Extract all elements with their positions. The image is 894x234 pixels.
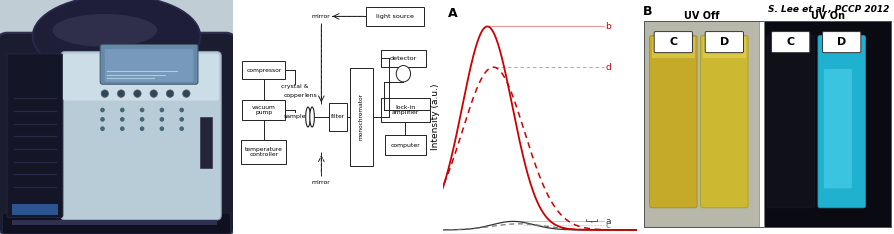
FancyBboxPatch shape	[105, 49, 193, 82]
Text: b: b	[605, 22, 611, 31]
Text: D: D	[720, 37, 729, 47]
FancyBboxPatch shape	[242, 100, 285, 120]
Circle shape	[180, 108, 184, 112]
FancyBboxPatch shape	[767, 36, 814, 208]
Circle shape	[159, 108, 164, 112]
Circle shape	[139, 117, 145, 122]
FancyBboxPatch shape	[654, 32, 693, 53]
FancyBboxPatch shape	[385, 135, 426, 155]
Text: D: D	[837, 37, 847, 47]
FancyBboxPatch shape	[705, 32, 744, 53]
Text: detector: detector	[390, 56, 417, 61]
Y-axis label: Intensity (a.u.): Intensity (a.u.)	[431, 84, 440, 150]
Bar	[644, 21, 759, 227]
Text: sample: sample	[283, 114, 306, 120]
FancyBboxPatch shape	[350, 68, 373, 166]
Circle shape	[180, 126, 184, 131]
Text: lock-in
amplifier: lock-in amplifier	[392, 105, 419, 115]
Circle shape	[100, 117, 105, 122]
FancyBboxPatch shape	[381, 50, 426, 67]
Text: A: A	[449, 7, 458, 20]
Text: UV Off: UV Off	[684, 11, 719, 21]
Bar	[763, 21, 891, 227]
Circle shape	[120, 126, 124, 131]
FancyBboxPatch shape	[650, 36, 697, 208]
Circle shape	[182, 90, 190, 97]
Text: C: C	[670, 37, 678, 47]
FancyBboxPatch shape	[63, 54, 219, 101]
Ellipse shape	[32, 0, 200, 77]
Bar	[12, 220, 216, 225]
FancyBboxPatch shape	[822, 32, 861, 53]
Text: S. Lee et al., PCCP 2012: S. Lee et al., PCCP 2012	[768, 5, 889, 14]
Text: d: d	[605, 63, 611, 72]
Text: monochromator: monochromator	[358, 94, 364, 140]
Circle shape	[166, 90, 173, 97]
Circle shape	[150, 90, 157, 97]
Text: mirror: mirror	[312, 180, 331, 185]
Text: vacuum
pump: vacuum pump	[252, 105, 276, 115]
FancyBboxPatch shape	[241, 140, 286, 164]
FancyBboxPatch shape	[381, 98, 430, 122]
Bar	[644, 21, 891, 227]
Circle shape	[180, 117, 184, 122]
Text: compressor: compressor	[246, 68, 282, 73]
Circle shape	[101, 90, 108, 97]
FancyBboxPatch shape	[100, 44, 198, 84]
Circle shape	[159, 126, 164, 131]
FancyBboxPatch shape	[242, 61, 285, 79]
Text: UV On: UV On	[811, 11, 845, 21]
Circle shape	[139, 126, 145, 131]
Bar	[200, 117, 212, 168]
Text: C: C	[787, 37, 795, 47]
FancyBboxPatch shape	[772, 32, 810, 53]
Text: lens: lens	[305, 93, 317, 99]
Text: copper: copper	[284, 93, 305, 99]
Text: computer: computer	[391, 143, 420, 148]
FancyBboxPatch shape	[7, 54, 63, 218]
Text: temperature
controller: temperature controller	[245, 147, 283, 157]
FancyBboxPatch shape	[701, 36, 748, 208]
Text: c: c	[605, 221, 611, 230]
Text: crystal &: crystal &	[281, 84, 308, 89]
Bar	[12, 204, 58, 215]
Text: light source: light source	[376, 14, 414, 19]
Circle shape	[117, 90, 125, 97]
FancyBboxPatch shape	[328, 103, 347, 131]
Circle shape	[120, 108, 124, 112]
FancyBboxPatch shape	[818, 36, 865, 208]
Bar	[703, 37, 746, 58]
Text: B: B	[643, 5, 653, 18]
Circle shape	[396, 66, 410, 82]
FancyBboxPatch shape	[3, 213, 231, 234]
Text: mirror: mirror	[312, 14, 331, 19]
Text: a: a	[605, 217, 611, 226]
Text: filter: filter	[331, 114, 345, 120]
Circle shape	[120, 117, 124, 122]
FancyBboxPatch shape	[824, 69, 852, 188]
Ellipse shape	[306, 107, 310, 127]
Bar	[652, 37, 695, 58]
Ellipse shape	[53, 14, 157, 47]
Circle shape	[134, 90, 141, 97]
FancyBboxPatch shape	[0, 33, 235, 234]
Ellipse shape	[310, 107, 315, 127]
Circle shape	[159, 117, 164, 122]
Circle shape	[100, 108, 105, 112]
FancyBboxPatch shape	[61, 51, 222, 220]
Circle shape	[139, 108, 145, 112]
Circle shape	[100, 126, 105, 131]
FancyBboxPatch shape	[367, 7, 424, 26]
